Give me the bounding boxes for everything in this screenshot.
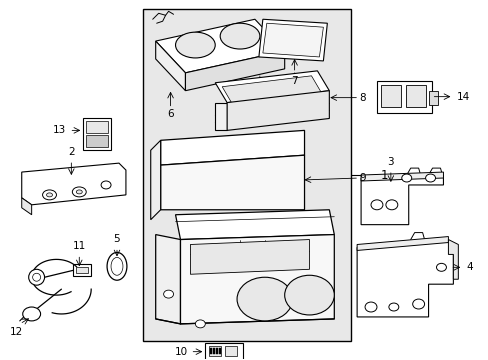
Bar [380,85,400,107]
Polygon shape [161,130,304,165]
Text: 3: 3 [387,157,393,167]
Ellipse shape [425,174,435,182]
Polygon shape [447,239,457,279]
Text: 11: 11 [73,242,86,251]
Polygon shape [21,163,126,205]
Bar [224,346,237,356]
Text: 7: 7 [291,76,297,86]
Ellipse shape [29,269,44,285]
Bar [142,9,350,341]
Bar [376,81,431,113]
Ellipse shape [220,23,259,49]
Text: 5: 5 [113,234,120,244]
Text: 10: 10 [175,347,188,357]
Ellipse shape [284,275,334,315]
Bar [219,348,221,354]
Ellipse shape [370,200,382,210]
Text: 8: 8 [358,93,365,103]
Polygon shape [161,155,304,210]
Polygon shape [258,19,326,61]
Ellipse shape [388,303,398,311]
Ellipse shape [111,257,122,275]
Polygon shape [190,239,309,274]
Polygon shape [155,41,185,91]
Polygon shape [222,76,321,104]
Polygon shape [175,210,334,239]
Bar [73,264,91,276]
Polygon shape [356,237,447,251]
Polygon shape [21,198,32,215]
Text: 12: 12 [10,327,23,337]
Ellipse shape [22,307,41,321]
Ellipse shape [365,302,376,312]
Ellipse shape [76,190,82,194]
Ellipse shape [42,190,56,200]
Text: 6: 6 [167,109,174,118]
Polygon shape [215,71,328,103]
Ellipse shape [436,264,446,271]
Text: 4: 4 [466,262,472,272]
Ellipse shape [385,200,397,210]
Text: 14: 14 [455,92,468,102]
Polygon shape [180,235,334,324]
Bar [216,348,218,354]
Bar [83,118,111,150]
Ellipse shape [46,193,52,197]
Ellipse shape [72,187,86,197]
Polygon shape [150,140,161,220]
Ellipse shape [412,299,424,309]
Bar [209,346,221,356]
Bar [86,121,108,133]
Bar [213,348,215,354]
Ellipse shape [163,290,173,298]
Ellipse shape [101,181,111,189]
Polygon shape [263,23,323,57]
Polygon shape [356,239,452,317]
Ellipse shape [401,174,411,182]
Ellipse shape [33,273,41,281]
Text: 2: 2 [68,147,75,157]
Bar [427,91,438,105]
Polygon shape [215,103,226,130]
Bar [76,267,88,273]
Bar [86,135,108,147]
Ellipse shape [175,32,215,58]
Bar [205,343,243,360]
Text: 1: 1 [380,168,387,181]
Polygon shape [155,235,180,324]
Ellipse shape [107,252,127,280]
Polygon shape [360,172,443,181]
Polygon shape [185,51,284,91]
Ellipse shape [195,320,205,328]
Polygon shape [155,19,284,73]
Bar [210,348,212,354]
Polygon shape [360,175,443,225]
Polygon shape [226,91,328,130]
Text: 13: 13 [53,125,66,135]
Text: 9: 9 [358,173,365,183]
Ellipse shape [237,277,292,321]
Bar [405,85,425,107]
